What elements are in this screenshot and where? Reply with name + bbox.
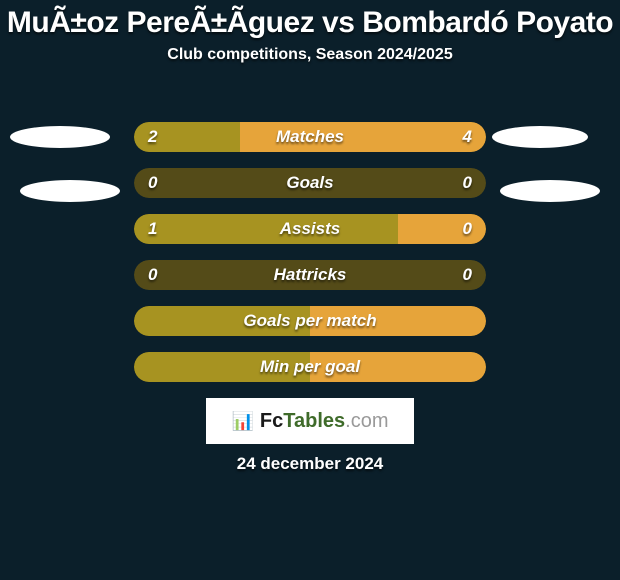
stat-bars: Matches24Goals00Assists10Hattricks00Goal… [134,122,486,398]
bar-value-right: 0 [463,168,472,198]
chart-icon: 📊 [232,412,254,430]
brand-tables: Tables [283,410,345,433]
bar-label: Goals per match [134,306,486,336]
team-logo [492,126,588,148]
bar-label: Assists [134,214,486,244]
bar-label: Goals [134,168,486,198]
bar-value-right: 0 [463,214,472,244]
branding-badge: 📊 Fc Tables .com [206,398,414,444]
stat-row: Goals0 0 [134,168,486,198]
team-logo [20,180,120,202]
brand-text: Fc Tables .com [260,410,389,433]
bar-value-right: 0 [463,260,472,290]
page-title: MuÃ±oz PereÃ±Ãguez vs Bombardó Poyato [0,0,620,40]
brand-com: .com [345,410,388,433]
stat-row: Goals per match [134,306,486,336]
bar-value-right: 4 [463,122,472,152]
brand-fc: Fc [260,410,283,433]
footer-date: 24 december 2024 [0,454,620,474]
bar-label: Matches [134,122,486,152]
stat-row: Matches2 4 [134,122,486,152]
bar-value-left: 2 [148,122,157,152]
team-logo [10,126,110,148]
bar-value-left: 1 [148,214,157,244]
bar-label: Min per goal [134,352,486,382]
stat-row: Assists1 0 [134,214,486,244]
bar-value-left: 0 [148,168,157,198]
stat-row: Hattricks0 0 [134,260,486,290]
subtitle: Club competitions, Season 2024/2025 [0,46,620,64]
comparison-card: MuÃ±oz PereÃ±Ãguez vs Bombardó Poyato Cl… [0,0,620,580]
stat-row: Min per goal [134,352,486,382]
team-logo [500,180,600,202]
bar-label: Hattricks [134,260,486,290]
bar-value-left: 0 [148,260,157,290]
